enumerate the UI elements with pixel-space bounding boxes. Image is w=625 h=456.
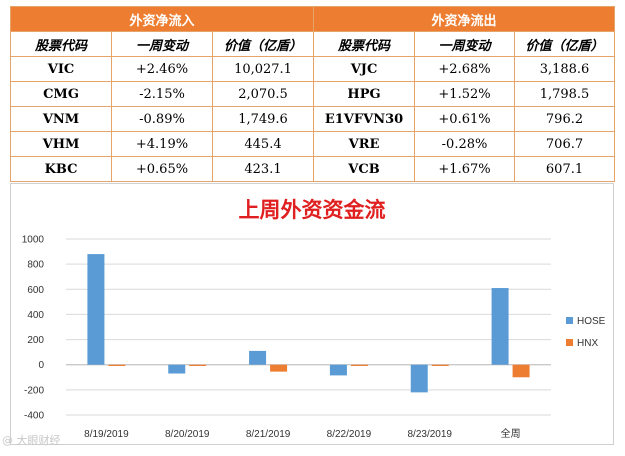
inflow-change: -2.15% <box>111 81 213 107</box>
y-tick-label: 1000 <box>22 235 45 246</box>
col-value-header: 价值（亿盾） <box>211 31 315 57</box>
table-row: VHM +4.19% 445.4 VRE -0.28% 706.7 <box>10 131 616 157</box>
y-tick-label: -200 <box>24 385 44 396</box>
foreign-flow-table: 外资净流入 外资净流出 股票代码 一周变动 价值（亿盾） 股票代码 一周变动 价… <box>9 6 616 182</box>
outflow-header: 外资净流出 <box>313 6 616 32</box>
inflow-code: CMG <box>10 81 112 107</box>
outflow-value: 607.1 <box>514 156 616 182</box>
col-change-header: 一周变动 <box>111 31 213 57</box>
y-tick-label: 200 <box>27 335 44 346</box>
inflow-header: 外资净流入 <box>9 6 315 32</box>
y-tick-label: 400 <box>27 310 44 321</box>
x-tick-label: 8/19/2019 <box>84 429 129 440</box>
bar-hnx <box>431 364 449 366</box>
watermark: @ 大眼财经 <box>2 434 61 447</box>
x-tick-label: 8/20/2019 <box>165 429 210 440</box>
outflow-change: +1.52% <box>414 81 516 107</box>
y-tick-label: -400 <box>24 411 44 422</box>
bar-hnx <box>512 364 530 378</box>
inflow-change: -0.89% <box>111 106 213 132</box>
outflow-code: VJC <box>313 56 416 82</box>
bar-hose <box>410 364 428 393</box>
col-change-header: 一周变动 <box>414 31 516 57</box>
outflow-code: VCB <box>313 156 416 182</box>
inflow-code: VIC <box>10 56 112 82</box>
table-row: VIC +2.46% 10,027.1 VJC +2.68% 3,188.6 <box>10 56 616 82</box>
inflow-code: VHM <box>10 131 112 157</box>
x-tick-label: 8/22/2019 <box>327 429 372 440</box>
bar-hnx <box>270 364 288 372</box>
outflow-value: 796.2 <box>514 106 616 132</box>
inflow-change: +0.65% <box>111 156 213 182</box>
inflow-value: 423.1 <box>211 156 315 182</box>
bar-hnx <box>189 364 207 366</box>
outflow-change: +1.67% <box>414 156 516 182</box>
outflow-code: HPG <box>313 81 416 107</box>
table-row: VNM -0.89% 1,749.6 E1VFVN30 +0.61% 796.2 <box>10 106 616 132</box>
col-value-header: 价值（亿盾） <box>514 31 616 57</box>
legend-swatch-hose <box>566 317 573 324</box>
bar-hose <box>491 288 509 365</box>
outflow-change: -0.28% <box>414 131 516 157</box>
y-tick-label: 0 <box>38 360 44 371</box>
table-row: KBC +0.65% 423.1 VCB +1.67% 607.1 <box>10 156 616 182</box>
bar-hnx <box>350 364 368 366</box>
inflow-value: 1,749.6 <box>211 106 315 132</box>
outflow-value: 706.7 <box>514 131 616 157</box>
inflow-value: 10,027.1 <box>211 56 315 82</box>
inflow-code: KBC <box>10 156 112 182</box>
outflow-change: +0.61% <box>414 106 516 132</box>
bar-hose <box>329 364 347 376</box>
col-code-header: 股票代码 <box>10 31 112 57</box>
bar-hose <box>249 350 267 365</box>
chart-canvas: 上周外资资金流 -400 -200 0 200 400 600 800 1000 8/19/201… <box>22 197 606 440</box>
foreign-flow-chart: 上周外资资金流 -400 -200 0 200 400 600 800 1000 8/19/201… <box>10 183 614 445</box>
table-row: CMG -2.15% 2,070.5 HPG +1.52% 1,798.5 <box>10 81 616 107</box>
inflow-value: 2,070.5 <box>211 81 315 107</box>
inflow-change: +4.19% <box>111 131 213 157</box>
inflow-change: +2.46% <box>111 56 213 82</box>
outflow-value: 1,798.5 <box>514 81 616 107</box>
legend-label-hose: HOSE <box>577 316 606 327</box>
x-tick-label: 8/21/2019 <box>246 429 291 440</box>
inflow-code: VNM <box>10 106 112 132</box>
bar-hnx <box>108 364 126 366</box>
legend-swatch-hnx <box>566 339 573 346</box>
outflow-change: +2.68% <box>414 56 516 82</box>
legend-label-hnx: HNX <box>577 338 598 349</box>
outflow-code: E1VFVN30 <box>313 106 416 132</box>
inflow-value: 445.4 <box>211 131 315 157</box>
y-tick-label: 600 <box>27 285 44 296</box>
x-tick-label: 全周 <box>501 427 521 440</box>
outflow-code: VRE <box>313 131 416 157</box>
bar-hose <box>87 254 105 365</box>
y-tick-label: 800 <box>27 260 44 271</box>
chart-title: 上周外资资金流 <box>239 197 386 222</box>
col-code-header: 股票代码 <box>313 31 416 57</box>
outflow-value: 3,188.6 <box>514 56 616 82</box>
x-tick-label: 8/23/2019 <box>408 429 453 440</box>
bar-hose <box>168 364 186 374</box>
